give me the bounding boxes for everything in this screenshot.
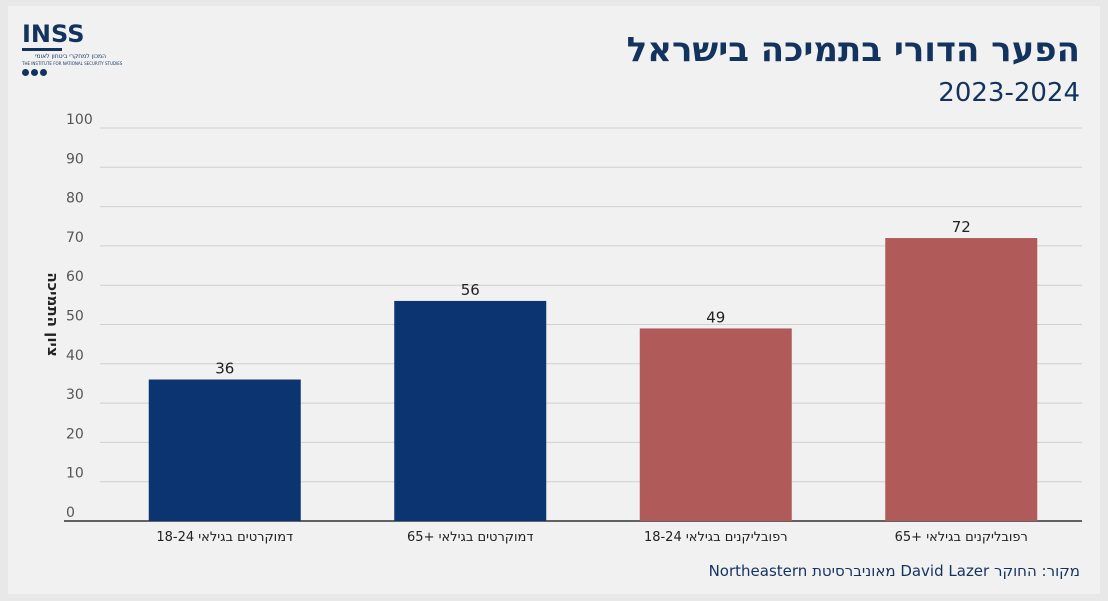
y-tick-label: 40 — [66, 348, 84, 364]
y-tick-label: 60 — [66, 269, 84, 285]
y-tick-label: 20 — [66, 426, 84, 442]
logo-subtitle-hebrew: המכון למחקרי ביטחון לאומי — [35, 53, 106, 60]
category-label: דמוקרטים בגילאי 18-24 — [156, 530, 293, 545]
data-label: 72 — [952, 218, 971, 236]
y-tick-label: 90 — [66, 151, 84, 167]
inss-logo: INSS המכון למחקרי ביטחון לאומי THE INSTI… — [22, 20, 123, 76]
y-tick-label: 50 — [66, 309, 84, 325]
y-tick-label: 10 — [66, 466, 84, 482]
logo-subtitle-english: THE INSTITUTE FOR NATIONAL SECURITY STUD… — [22, 61, 123, 66]
logo-dots — [22, 69, 106, 76]
data-label: 36 — [215, 360, 234, 378]
bar — [148, 379, 301, 521]
y-tick-label: 80 — [66, 191, 84, 207]
logo-word: INSS — [22, 20, 85, 48]
bar — [394, 300, 547, 521]
y-axis-label: ציון התמיכה — [44, 272, 62, 356]
category-label: רפובליקנים בגילאי +65 — [895, 530, 1028, 545]
chart-title: הפער הדורי בתמיכה בישראל — [626, 30, 1080, 70]
y-tick-label: 100 — [66, 112, 93, 128]
data-label: 56 — [461, 281, 480, 299]
bar — [639, 328, 792, 521]
source-note: מקור: החוקר David Lazer מאוניברסיטת Nort… — [708, 562, 1080, 580]
logo-underline — [22, 48, 62, 51]
chart-subtitle: 2023-2024 — [938, 78, 1080, 108]
category-label: רפובליקנים בגילאי 18-24 — [644, 530, 788, 545]
category-label: דמוקרטים בגילאי +65 — [407, 530, 533, 545]
y-tick-label: 0 — [66, 505, 75, 521]
y-tick-label: 30 — [66, 387, 84, 403]
y-tick-label: 70 — [66, 230, 84, 246]
data-label: 49 — [706, 308, 725, 326]
bar — [885, 238, 1038, 522]
